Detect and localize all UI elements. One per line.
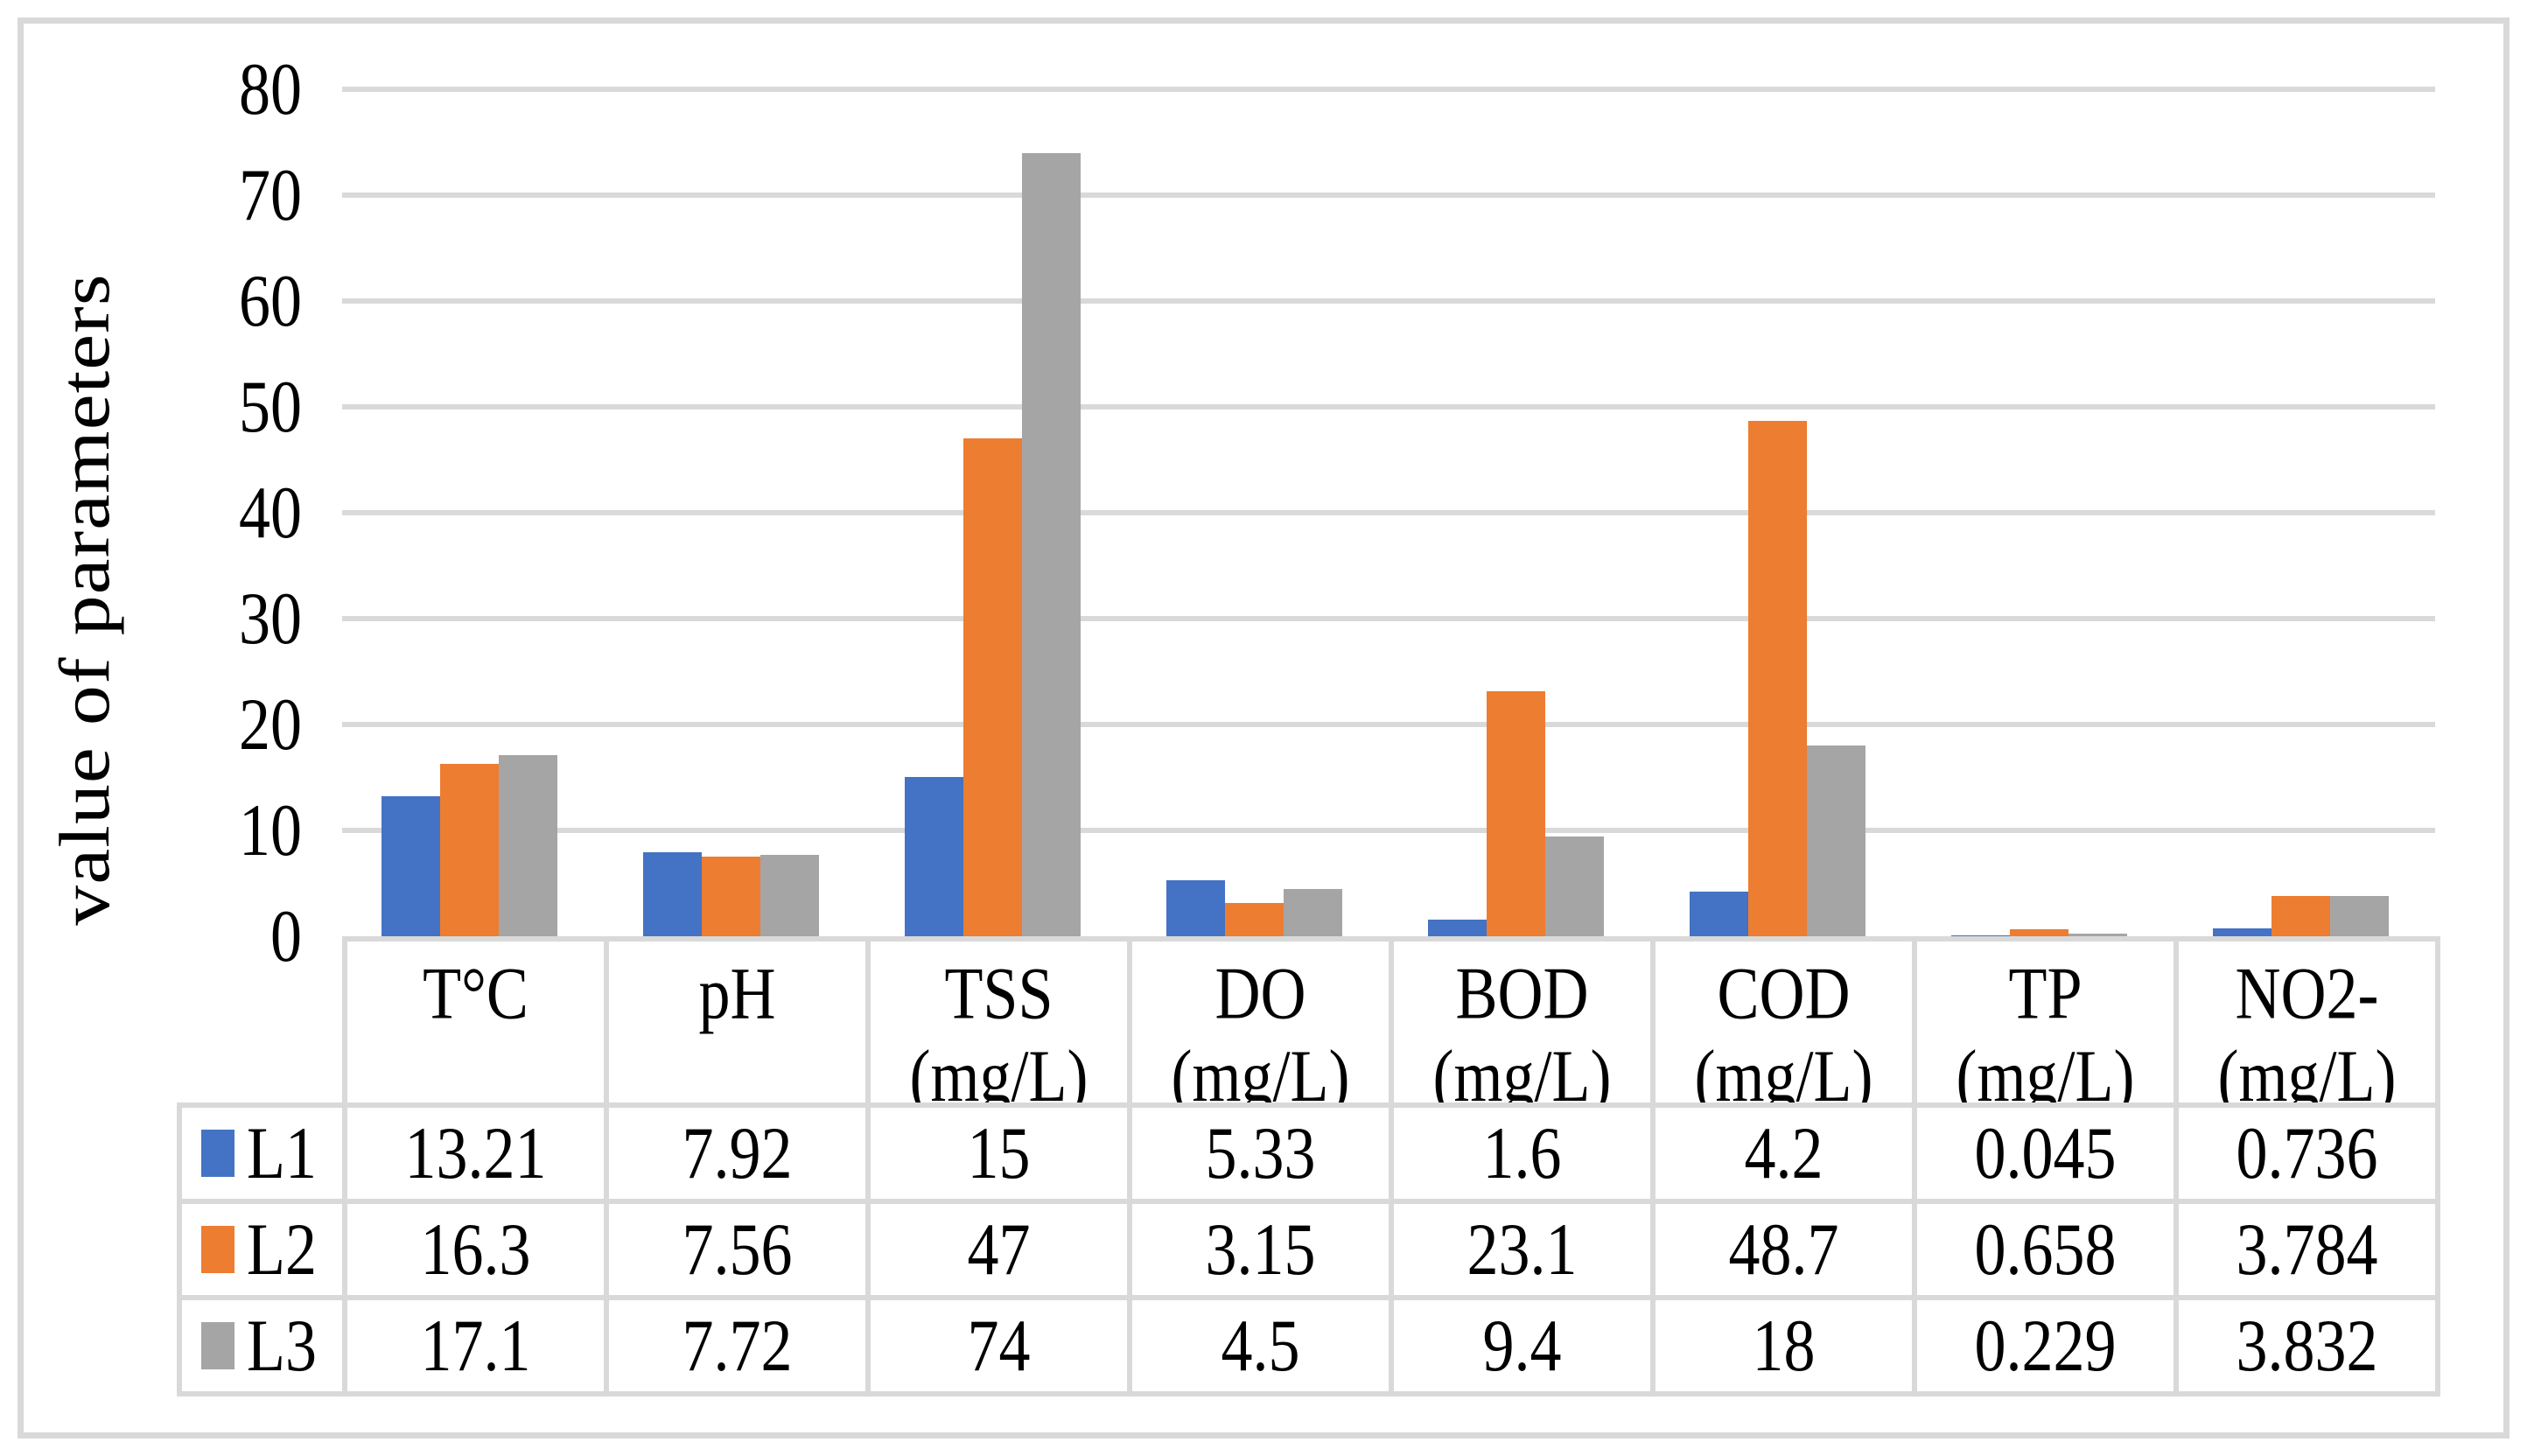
value-cell-L2-TP (mg/L): 0.658 bbox=[1912, 1199, 2179, 1300]
category-header-pH: pH bbox=[604, 936, 871, 1108]
table-corner-cell bbox=[179, 939, 345, 1105]
value-cell-L2-DO (mg/L): 3.15 bbox=[1127, 1199, 1394, 1300]
value-cell-L3-TSS (mg/L): 74 bbox=[865, 1295, 1132, 1396]
value-cell-L2-pH: 7.56 bbox=[604, 1199, 871, 1300]
value-cell-L1-TSS (mg/L): 15 bbox=[865, 1102, 1132, 1204]
category-header-DO (mg/L): DO (mg/L) bbox=[1127, 936, 1394, 1108]
legend-cell-L3: L3 bbox=[177, 1295, 347, 1396]
table-row-L2: L2 16.3 7.56 47 3.15 23.1 48.7 0.658 3.784 bbox=[177, 1199, 2440, 1300]
value-cell-L1-NO2- (mg/L): 0.736 bbox=[2174, 1102, 2440, 1204]
category-header-TP (mg/L): TP (mg/L) bbox=[1912, 936, 2179, 1108]
value-cell-L3-TP (mg/L): 0.229 bbox=[1912, 1295, 2179, 1396]
data-table: T°C pH TSS (mg/L) DO (mg/L) BOD (mg/L) COD (mg/L)… bbox=[177, 936, 2440, 1396]
legend-cell-L2: L2 bbox=[177, 1199, 347, 1300]
table-row-L3: L3 17.1 7.72 74 4.5 9.4 18 0.229 3.832 bbox=[177, 1295, 2440, 1396]
legend-label-L3: L3 bbox=[247, 1304, 317, 1387]
value-cell-L3-NO2- (mg/L): 3.832 bbox=[2174, 1295, 2440, 1396]
category-header-TSS (mg/L): TSS (mg/L) bbox=[865, 936, 1132, 1108]
category-header-COD (mg/L): COD (mg/L) bbox=[1650, 936, 1917, 1108]
legend-label-L1: L1 bbox=[247, 1111, 317, 1194]
value-cell-L2-TSS (mg/L): 47 bbox=[865, 1199, 1132, 1300]
value-cell-L1-TP (mg/L): 0.045 bbox=[1912, 1102, 2179, 1204]
legend-swatch-L2 bbox=[201, 1226, 234, 1273]
value-cell-L2-NO2- (mg/L): 3.784 bbox=[2174, 1199, 2440, 1300]
category-header-BOD (mg/L): BOD (mg/L) bbox=[1389, 936, 1656, 1108]
value-cell-L3-DO (mg/L): 4.5 bbox=[1127, 1295, 1394, 1396]
legend-swatch-L3 bbox=[201, 1322, 234, 1369]
value-cell-L1-pH: 7.92 bbox=[604, 1102, 871, 1204]
value-cell-L2-BOD (mg/L): 23.1 bbox=[1389, 1199, 1656, 1300]
category-header-T°C: T°C bbox=[342, 936, 609, 1108]
value-cell-L2-T°C: 16.3 bbox=[342, 1199, 609, 1300]
table-row-L1: L1 13.21 7.92 15 5.33 1.6 4.2 0.045 0.736 bbox=[177, 1102, 2440, 1204]
value-cell-L1-T°C: 13.21 bbox=[342, 1102, 609, 1204]
table-header-row: T°C pH TSS (mg/L) DO (mg/L) BOD (mg/L) COD (mg/L)… bbox=[179, 936, 2440, 1108]
category-header-NO2- (mg/L): NO2- (mg/L) bbox=[2174, 936, 2440, 1108]
value-cell-L1-BOD (mg/L): 1.6 bbox=[1389, 1102, 1656, 1204]
legend-cell-L1: L1 bbox=[177, 1102, 347, 1204]
legend-swatch-L1 bbox=[201, 1130, 234, 1177]
value-cell-L1-DO (mg/L): 5.33 bbox=[1127, 1102, 1394, 1204]
value-cell-L3-BOD (mg/L): 9.4 bbox=[1389, 1295, 1656, 1396]
value-cell-L2-COD (mg/L): 48.7 bbox=[1650, 1199, 1917, 1300]
value-cell-L3-T°C: 17.1 bbox=[342, 1295, 609, 1396]
value-cell-L3-COD (mg/L): 18 bbox=[1650, 1295, 1917, 1396]
legend-label-L2: L2 bbox=[247, 1208, 317, 1291]
value-cell-L3-pH: 7.72 bbox=[604, 1295, 871, 1396]
value-cell-L1-COD (mg/L): 4.2 bbox=[1650, 1102, 1917, 1204]
